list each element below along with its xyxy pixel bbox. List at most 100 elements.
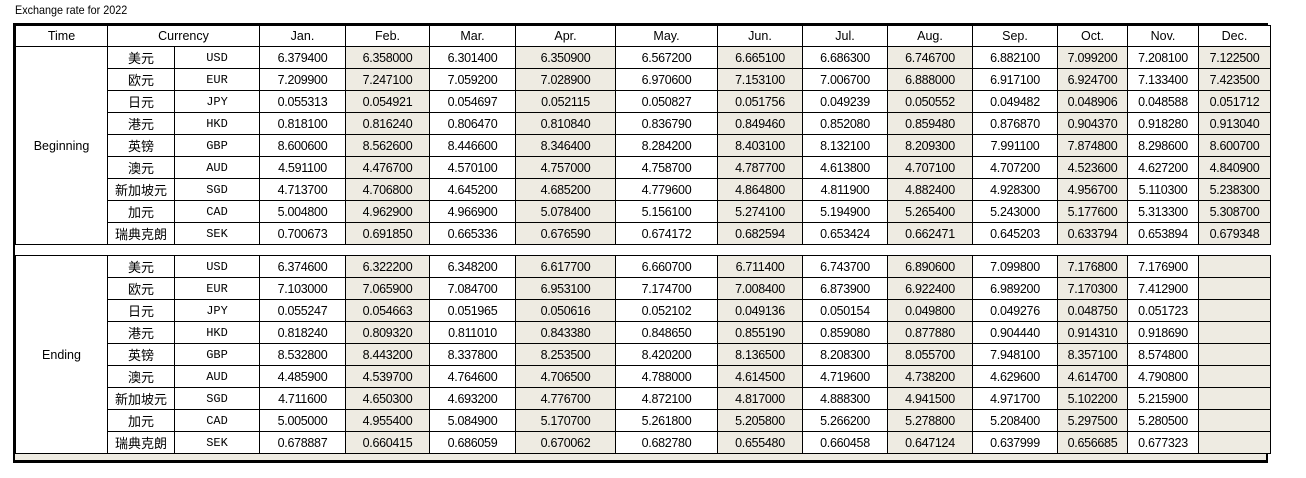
rate-cell: 7.208100 xyxy=(1127,46,1199,69)
rate-cell: 4.614500 xyxy=(717,365,803,388)
section-label: Ending xyxy=(15,255,108,454)
rate-cell: 0.049800 xyxy=(887,299,973,322)
section-label: Beginning xyxy=(15,46,108,245)
rate-cell: 4.971700 xyxy=(972,387,1058,410)
rate-cell: 0.049136 xyxy=(717,299,803,322)
rate-cell: 8.600600 xyxy=(259,134,346,157)
rate-cell: 8.208300 xyxy=(802,343,888,366)
table-row: Ending 美元 USD 6.374600 6.322200 6.348200 6.617… xyxy=(15,255,1271,454)
rate-cell: 5.102200 xyxy=(1057,387,1128,410)
rate-cell: 0.859480 xyxy=(887,112,973,135)
rate-cell: 4.707200 xyxy=(972,156,1058,179)
rate-cell: 4.764600 xyxy=(429,365,516,388)
rate-cell: 0.054663 xyxy=(345,299,430,322)
rate-cell: 0.653424 xyxy=(802,222,888,245)
rate-cell: 0.049482 xyxy=(972,90,1058,113)
rate-cell: 4.719600 xyxy=(802,365,888,388)
rate-cell: 4.650300 xyxy=(345,387,430,410)
rate-cell: 6.924700 xyxy=(1057,68,1128,91)
rate-cell: 8.532800 xyxy=(259,343,346,366)
rate-cell: 0.051712 xyxy=(1198,90,1271,113)
rate-cell: 5.110300 xyxy=(1127,178,1199,201)
header-month: Jun. xyxy=(717,25,803,47)
rate-cell: 4.627200 xyxy=(1127,156,1199,179)
header-currency: Currency xyxy=(107,25,260,47)
rate-cell: 5.261800 xyxy=(615,409,718,432)
rate-cell: 7.412900 xyxy=(1127,277,1199,300)
rate-cell: 0.653894 xyxy=(1127,222,1199,245)
rate-cell: 8.284200 xyxy=(615,134,718,157)
rate-cell: 6.348200 xyxy=(429,255,516,278)
rate-cell: 7.176900 xyxy=(1127,255,1199,278)
rate-cell: 4.758700 xyxy=(615,156,718,179)
rate-cell: 4.693200 xyxy=(429,387,516,410)
rate-cell: 4.738200 xyxy=(887,365,973,388)
rate-cell: 4.962900 xyxy=(345,200,430,223)
rate-cell: 5.004800 xyxy=(259,200,346,223)
rate-cell: 0.676590 xyxy=(515,222,616,245)
rate-cell: 0.645203 xyxy=(972,222,1058,245)
currency-code: GBP xyxy=(174,343,260,366)
currency-chinese-name: 欧元 xyxy=(107,277,175,300)
header-month: Mar. xyxy=(429,25,516,47)
rate-cell: 0.052115 xyxy=(515,90,616,113)
rate-cell: 0.806470 xyxy=(429,112,516,135)
rate-cell: 7.008400 xyxy=(717,277,803,300)
rate-cell: 7.209900 xyxy=(259,68,346,91)
currency-code: CAD xyxy=(174,200,260,223)
rate-cell: 8.600700 xyxy=(1198,134,1271,157)
rate-cell: 0.055247 xyxy=(259,299,346,322)
currency-code: AUD xyxy=(174,156,260,179)
rate-cell: 0.818100 xyxy=(259,112,346,135)
currency-chinese-name: 瑞典克朗 xyxy=(107,431,175,454)
rate-cell: 6.890600 xyxy=(887,255,973,278)
rate-cell: 0.914310 xyxy=(1057,321,1128,344)
rate-cell: 6.711400 xyxy=(717,255,803,278)
rate-cell: 8.403100 xyxy=(717,134,803,157)
rate-cell xyxy=(1198,343,1271,366)
header-month: Feb. xyxy=(345,25,430,47)
currency-chinese-name: 美元 xyxy=(107,255,175,278)
table-row: 加元 CAD 5.004800 4.962900 4.966900 5.078400 5.1… xyxy=(16,200,1271,223)
currency-code: SGD xyxy=(174,178,260,201)
table-row: 新加坡元 SGD 4.711600 4.650300 4.693200 4.776700 4… xyxy=(16,387,1271,410)
rate-cell: 0.656685 xyxy=(1057,431,1128,454)
rate-cell: 4.476700 xyxy=(345,156,430,179)
rate-cell: 4.757000 xyxy=(515,156,616,179)
rate-cell: 0.048750 xyxy=(1057,299,1128,322)
rate-cell: 8.420200 xyxy=(615,343,718,366)
table-row: 新加坡元 SGD 4.713700 4.706800 4.645200 4.685200 4… xyxy=(16,178,1271,201)
rate-cell: 7.006700 xyxy=(802,68,888,91)
rate-cell xyxy=(1198,431,1271,454)
rate-cell: 5.266200 xyxy=(802,409,888,432)
rate-cell: 0.876870 xyxy=(972,112,1058,135)
rate-cell: 6.301400 xyxy=(429,46,516,69)
currency-chinese-name: 美元 xyxy=(107,46,175,69)
rate-cell: 0.679348 xyxy=(1198,222,1271,245)
currency-chinese-name: 加元 xyxy=(107,200,175,223)
rate-cell: 0.050154 xyxy=(802,299,888,322)
rate-cell: 5.308700 xyxy=(1198,200,1271,223)
rate-cell: 0.665336 xyxy=(429,222,516,245)
rate-cell: 4.706500 xyxy=(515,365,616,388)
rate-cell: 0.816240 xyxy=(345,112,430,135)
rate-cell: 0.818240 xyxy=(259,321,346,344)
rate-cell: 4.645200 xyxy=(429,178,516,201)
currency-chinese-name: 欧元 xyxy=(107,68,175,91)
rate-cell: 5.215900 xyxy=(1127,387,1199,410)
rate-cell: 8.357100 xyxy=(1057,343,1128,366)
rate-cell: 4.941500 xyxy=(887,387,973,410)
rate-cell: 7.170300 xyxy=(1057,277,1128,300)
rate-cell: 0.048588 xyxy=(1127,90,1199,113)
rate-cell: 8.337800 xyxy=(429,343,516,366)
rate-cell: 0.647124 xyxy=(887,431,973,454)
rate-cell: 8.253500 xyxy=(515,343,616,366)
table-row: 澳元 AUD 4.485900 4.539700 4.764600 4.706500 4.7… xyxy=(16,365,1271,388)
rate-cell: 6.888000 xyxy=(887,68,973,91)
rate-cell: 4.882400 xyxy=(887,178,973,201)
rate-cell: 7.874800 xyxy=(1057,134,1128,157)
rate-cell: 6.660700 xyxy=(615,255,718,278)
rate-cell: 5.084900 xyxy=(429,409,516,432)
rate-cell: 4.570100 xyxy=(429,156,516,179)
rate-cell: 0.660415 xyxy=(345,431,430,454)
